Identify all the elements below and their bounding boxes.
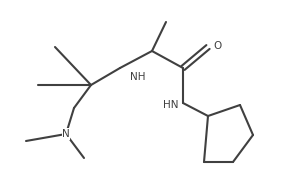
Text: NH: NH xyxy=(130,73,146,82)
Text: N: N xyxy=(62,129,70,139)
Text: O: O xyxy=(213,41,221,51)
Text: HN: HN xyxy=(162,100,178,110)
